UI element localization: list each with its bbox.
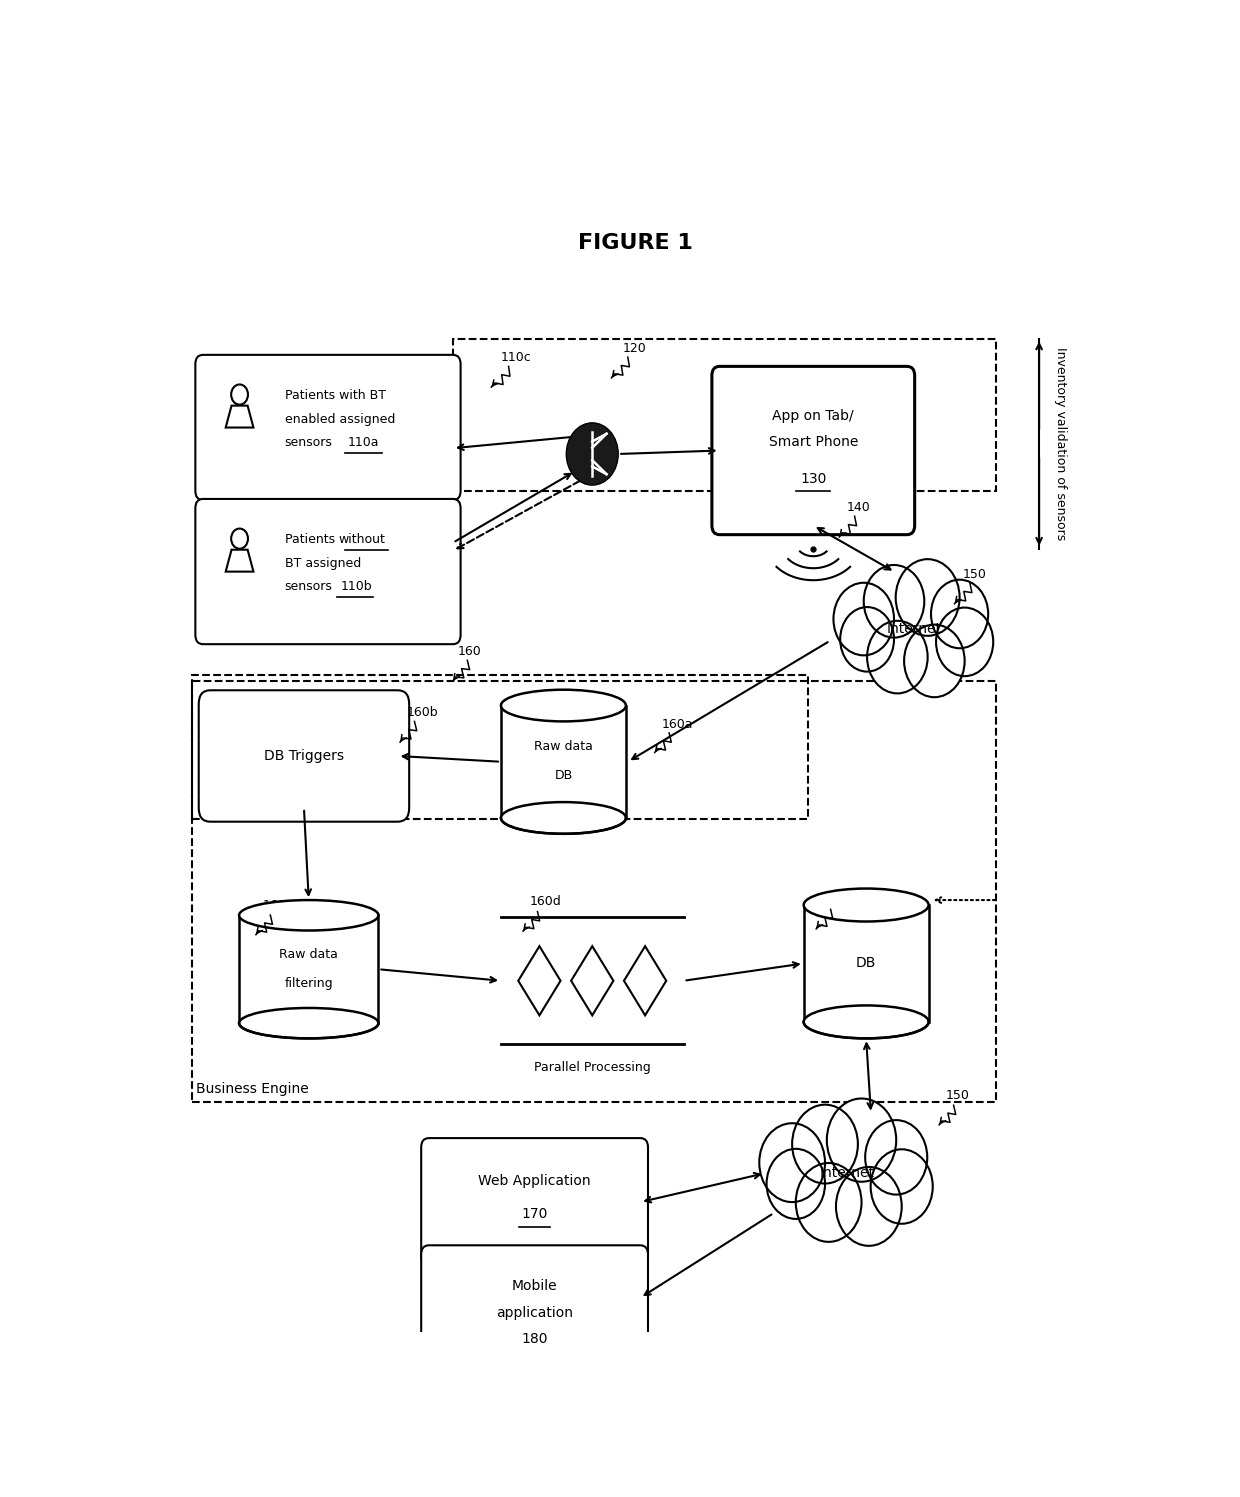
Circle shape (836, 1168, 901, 1246)
Polygon shape (228, 407, 252, 433)
Bar (453, 338, 996, 491)
FancyBboxPatch shape (712, 367, 915, 534)
Text: Internet: Internet (887, 623, 941, 636)
FancyBboxPatch shape (422, 1246, 649, 1373)
FancyBboxPatch shape (198, 690, 409, 822)
Text: Raw data: Raw data (534, 740, 593, 753)
Text: 160e: 160e (823, 892, 854, 906)
Text: 110a: 110a (347, 436, 378, 449)
FancyBboxPatch shape (196, 499, 460, 644)
Circle shape (792, 1105, 858, 1184)
Circle shape (870, 1150, 932, 1223)
Text: 160a: 160a (661, 717, 693, 731)
Text: enabled assigned: enabled assigned (285, 413, 396, 427)
Text: FIGURE 1: FIGURE 1 (578, 234, 693, 253)
Text: 180: 180 (521, 1332, 548, 1346)
Text: Inventory validation of sensors: Inventory validation of sensors (1054, 347, 1066, 540)
Ellipse shape (804, 1006, 929, 1039)
Text: Patients: Patients (285, 533, 339, 546)
Polygon shape (518, 946, 560, 1015)
Text: Parallel Processing: Parallel Processing (534, 1061, 651, 1073)
Text: Smart Phone: Smart Phone (769, 436, 858, 449)
Text: Patients with BT: Patients with BT (285, 389, 386, 401)
Circle shape (936, 608, 993, 677)
Polygon shape (228, 551, 252, 576)
Text: 170: 170 (521, 1207, 548, 1220)
Bar (191, 675, 808, 819)
Circle shape (864, 564, 924, 638)
Text: 160: 160 (458, 645, 481, 659)
Circle shape (833, 582, 894, 656)
Text: 120: 120 (622, 341, 647, 355)
Circle shape (877, 585, 951, 674)
Circle shape (904, 624, 965, 698)
Circle shape (231, 385, 248, 404)
Ellipse shape (501, 690, 626, 722)
Polygon shape (226, 549, 253, 572)
Text: DB: DB (856, 957, 877, 970)
Ellipse shape (239, 1007, 378, 1039)
Text: without: without (339, 533, 386, 546)
Text: 110c: 110c (501, 352, 532, 364)
Ellipse shape (804, 889, 929, 922)
Ellipse shape (239, 900, 378, 931)
Bar (501, 705, 626, 817)
Text: application: application (496, 1305, 573, 1320)
Text: 110b: 110b (341, 579, 372, 593)
Polygon shape (226, 406, 253, 428)
Circle shape (867, 621, 928, 693)
FancyBboxPatch shape (196, 355, 460, 500)
Circle shape (827, 1099, 897, 1181)
Circle shape (931, 579, 988, 648)
Circle shape (796, 1163, 862, 1243)
FancyBboxPatch shape (422, 1138, 649, 1266)
Text: DB: DB (554, 769, 573, 781)
Bar (804, 906, 929, 1022)
Text: 130: 130 (800, 473, 827, 487)
Text: 160b: 160b (407, 707, 439, 719)
Circle shape (567, 422, 619, 485)
Text: App on Tab/: App on Tab/ (773, 409, 854, 424)
Circle shape (766, 1148, 825, 1219)
Text: Business Engine: Business Engine (196, 1082, 309, 1096)
Text: 150: 150 (946, 1088, 970, 1102)
Text: 160c: 160c (263, 898, 294, 912)
Text: Raw data: Raw data (279, 948, 339, 961)
Text: sensors: sensors (285, 436, 332, 449)
Polygon shape (624, 946, 666, 1015)
Text: Mobile: Mobile (512, 1280, 558, 1293)
Text: sensors: sensors (285, 579, 332, 593)
Text: filtering: filtering (284, 976, 334, 990)
Circle shape (841, 608, 894, 672)
Circle shape (231, 528, 248, 549)
Text: Web Application: Web Application (479, 1174, 591, 1189)
Text: 160d: 160d (529, 895, 562, 909)
Text: DB Triggers: DB Triggers (264, 748, 343, 763)
Polygon shape (572, 946, 614, 1015)
Text: 140: 140 (847, 501, 870, 513)
Ellipse shape (501, 802, 626, 834)
Text: 150: 150 (962, 567, 986, 581)
Circle shape (759, 1123, 825, 1202)
Text: Internet: Internet (820, 1166, 874, 1180)
Text: BT assigned: BT assigned (285, 557, 361, 570)
Circle shape (895, 560, 960, 636)
Bar (239, 915, 378, 1022)
Circle shape (866, 1120, 928, 1195)
Circle shape (807, 1126, 887, 1222)
Bar (191, 681, 996, 1102)
